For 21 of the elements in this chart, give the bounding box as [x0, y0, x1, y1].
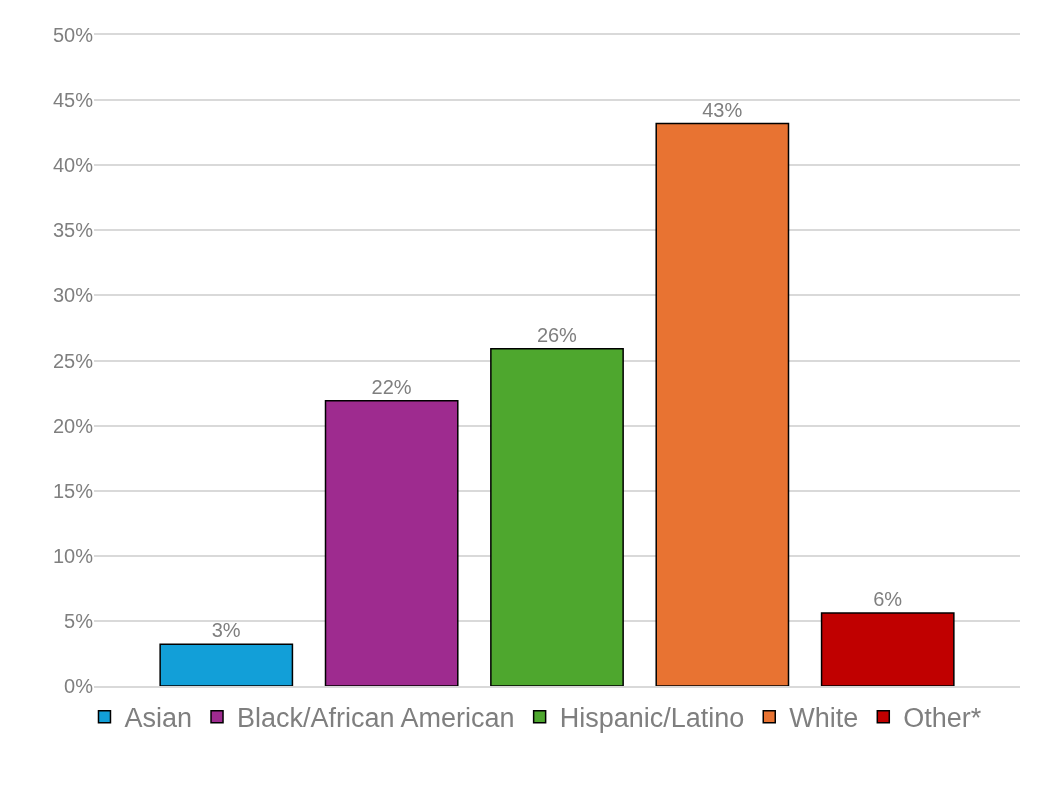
- y-tick-label: 15%: [52, 479, 94, 502]
- y-tick-label: 40%: [52, 154, 94, 177]
- y-tick-label: 25%: [52, 349, 94, 372]
- y-tick-label: 45%: [52, 89, 94, 112]
- y-tick-label: 20%: [52, 414, 94, 437]
- y-tick-label: 30%: [52, 284, 94, 307]
- y-tick-label: 10%: [52, 544, 94, 567]
- legend-label: Other*: [903, 703, 982, 734]
- data-label: 6%: [873, 588, 903, 611]
- legend-label: White: [789, 703, 859, 734]
- legend-label: Asian: [124, 703, 193, 734]
- y-tick-label: 0%: [64, 675, 94, 697]
- y-tick-label: 35%: [52, 219, 94, 242]
- data-label: 43%: [702, 98, 743, 121]
- legend-label: Hispanic/Latino: [559, 703, 745, 734]
- data-label: 22%: [371, 375, 412, 398]
- legend-label: Black/African American: [237, 703, 515, 734]
- data-label: 3%: [211, 619, 241, 642]
- y-tick-label: 5%: [64, 609, 94, 632]
- y-tick-label: 50%: [52, 24, 94, 46]
- data-label: 26%: [536, 323, 578, 346]
